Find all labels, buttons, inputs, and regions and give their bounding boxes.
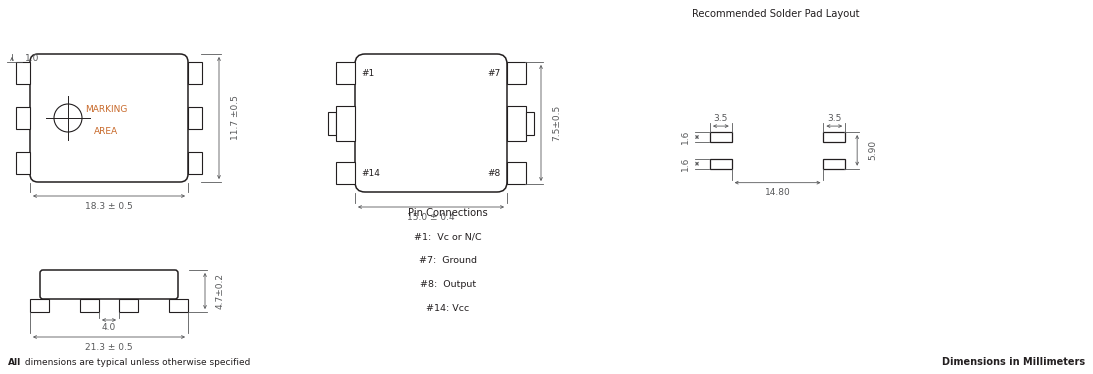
Text: #8:  Output: #8: Output — [420, 280, 477, 289]
Bar — [30, 299, 49, 312]
Text: 4.7±0.2: 4.7±0.2 — [215, 273, 224, 309]
Text: 7.5±0.5: 7.5±0.5 — [552, 105, 562, 141]
Text: 11.7 ±0.5: 11.7 ±0.5 — [231, 96, 239, 141]
Bar — [188, 62, 202, 84]
Bar — [188, 152, 202, 174]
Text: #14: #14 — [361, 169, 380, 178]
Bar — [336, 62, 355, 84]
Bar — [16, 152, 30, 174]
Text: MARKING: MARKING — [85, 104, 127, 113]
FancyBboxPatch shape — [30, 54, 188, 182]
Bar — [188, 107, 202, 129]
Text: 3.5: 3.5 — [714, 114, 728, 123]
Text: 1.0: 1.0 — [25, 53, 39, 62]
Bar — [823, 132, 845, 142]
Text: #1:  Vc or N/C: #1: Vc or N/C — [414, 232, 482, 241]
Text: 14.80: 14.80 — [765, 188, 790, 197]
Text: Pin Connections: Pin Connections — [408, 208, 487, 218]
Bar — [80, 299, 99, 312]
Text: #7:  Ground: #7: Ground — [419, 256, 477, 265]
Text: 21.3 ± 0.5: 21.3 ± 0.5 — [85, 343, 133, 352]
Text: #1: #1 — [361, 68, 374, 77]
Text: All: All — [8, 358, 21, 367]
Text: AREA: AREA — [94, 126, 118, 135]
Text: 5.90: 5.90 — [869, 140, 878, 160]
Bar — [119, 299, 138, 312]
Bar — [16, 107, 30, 129]
Bar — [16, 62, 30, 84]
Bar — [507, 105, 526, 141]
Text: 1.6: 1.6 — [681, 130, 690, 144]
Bar — [507, 162, 526, 184]
Text: 18.3 ± 0.5: 18.3 ± 0.5 — [85, 202, 133, 211]
Text: #7: #7 — [487, 68, 501, 77]
Text: 3.5: 3.5 — [827, 114, 842, 123]
Bar — [336, 162, 355, 184]
Text: Dimensions in Millimeters: Dimensions in Millimeters — [942, 357, 1085, 367]
Bar — [526, 111, 534, 135]
FancyBboxPatch shape — [355, 54, 507, 192]
Bar — [169, 299, 188, 312]
Text: dimensions are typical unless otherwise specified: dimensions are typical unless otherwise … — [22, 358, 250, 367]
Text: #14: Vcc: #14: Vcc — [426, 304, 470, 313]
Bar — [823, 159, 845, 169]
Bar — [507, 62, 526, 84]
Text: 4.0: 4.0 — [102, 324, 116, 332]
Text: 15.0 ± 0.4: 15.0 ± 0.4 — [408, 212, 455, 221]
Bar — [328, 111, 336, 135]
Text: Recommended Solder Pad Layout: Recommended Solder Pad Layout — [692, 9, 859, 19]
Bar — [336, 105, 355, 141]
Text: #8: #8 — [487, 169, 501, 178]
Bar — [710, 132, 731, 142]
Text: 1.6: 1.6 — [681, 156, 690, 171]
Bar — [710, 159, 731, 169]
FancyBboxPatch shape — [40, 270, 178, 299]
